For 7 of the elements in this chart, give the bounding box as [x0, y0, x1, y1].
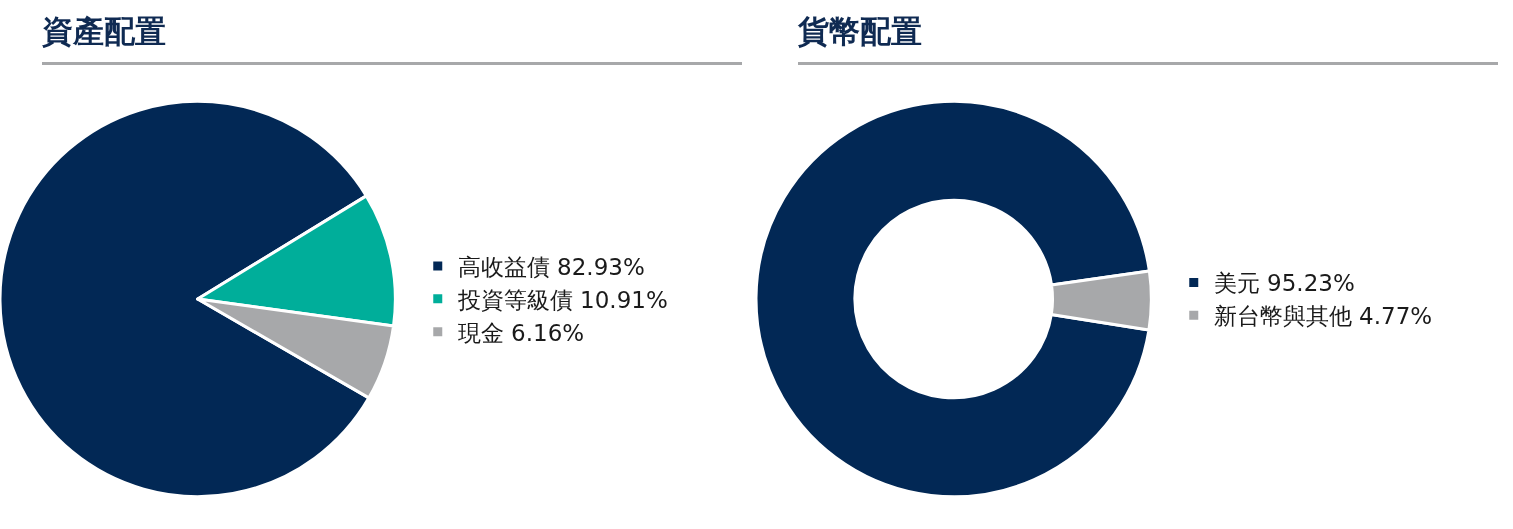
legend-label: 美元 95.23% — [1213, 270, 1355, 297]
legend-label: 高收益債 82.93% — [457, 253, 645, 280]
chart-title: 貨幣配置 — [798, 0, 1498, 65]
chart-title: 資產配置 — [42, 0, 742, 65]
legend-label: 投資等級債 10.91% — [456, 286, 668, 313]
legend-label: 現金 6.16% — [457, 319, 585, 346]
legend-label: 新台幣與其他 4.77% — [1213, 303, 1433, 330]
